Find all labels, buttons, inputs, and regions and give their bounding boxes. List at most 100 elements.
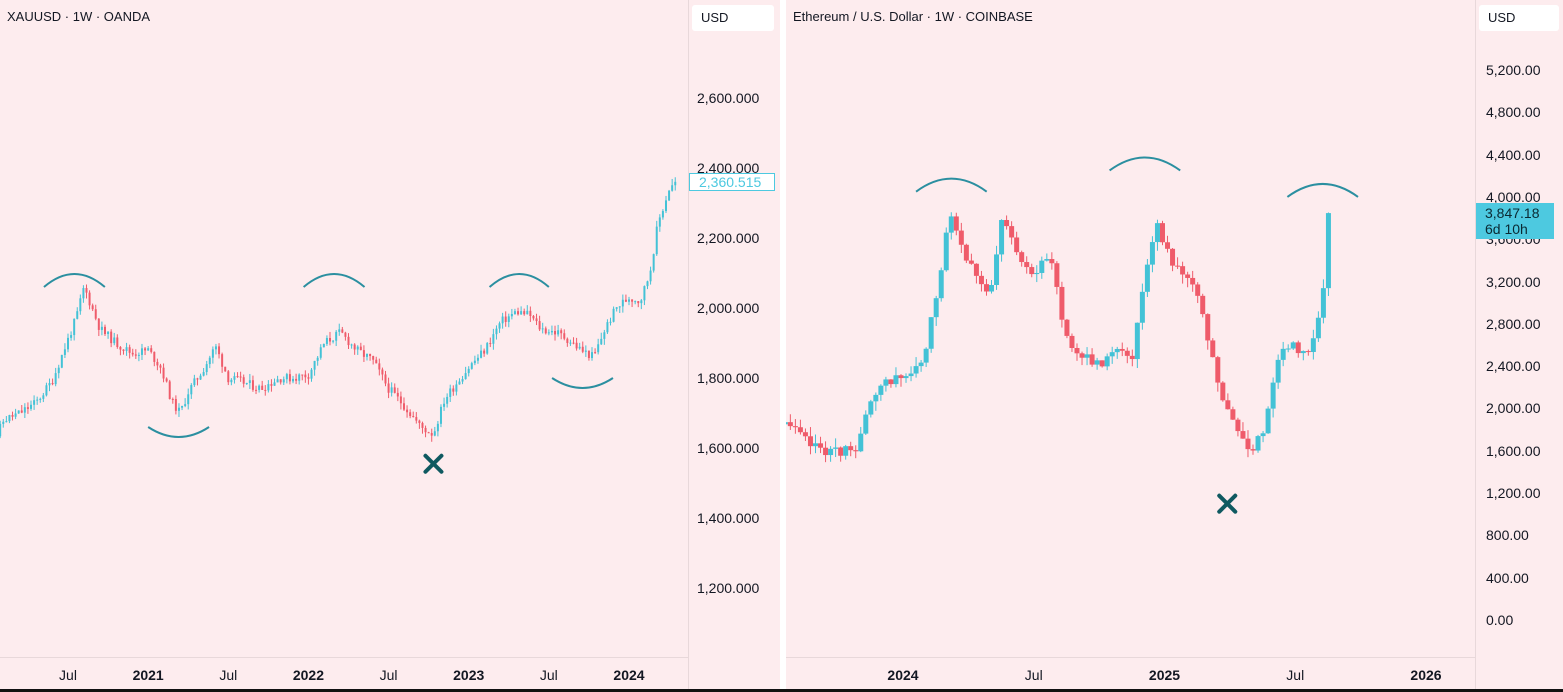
candle-body — [1275, 359, 1281, 383]
candle-body — [384, 374, 387, 384]
candle-body — [1014, 237, 1020, 253]
candle-body — [153, 351, 156, 362]
candle-body — [1290, 342, 1296, 349]
top-arc-annotation — [1108, 156, 1181, 172]
candle-body — [1119, 348, 1125, 351]
candle-body — [1139, 291, 1145, 323]
gold-time-axis[interactable]: Jul 2021 Jul 2022 Jul 2023 Jul 2024 — [0, 657, 688, 692]
candle-body — [557, 330, 560, 335]
candle-body — [888, 379, 894, 385]
candle-body — [205, 364, 208, 373]
x-mark-icon — [423, 453, 444, 474]
candle-body — [131, 352, 134, 355]
candle-body — [171, 398, 174, 400]
gold-plot-area[interactable] — [0, 0, 688, 658]
candle-body — [802, 432, 808, 437]
candle-body — [202, 372, 205, 376]
candle-body — [903, 376, 909, 379]
candle-body — [439, 406, 442, 424]
price-tick-label: 1,200.00 — [1486, 485, 1541, 502]
candle-body — [473, 360, 476, 364]
candle-body — [230, 379, 233, 383]
candle-body — [347, 336, 350, 346]
candle-body — [125, 347, 128, 351]
candle-body — [529, 310, 532, 316]
candle-body — [85, 288, 88, 293]
candle-body — [279, 379, 282, 383]
candle-body — [270, 384, 273, 386]
candle-body — [70, 335, 73, 338]
candle-body — [251, 380, 254, 390]
candle-body — [1225, 400, 1231, 410]
candle-body — [264, 389, 267, 391]
candle-body — [643, 286, 646, 301]
candle-body — [646, 281, 649, 287]
time-tick-label: 2024 — [613, 667, 645, 683]
ethereum-chart-panel[interactable]: Ethereum / U.S. Dollar · 1W · COINBASE U… — [786, 0, 1563, 692]
candle-body — [637, 301, 640, 304]
candle-body — [823, 447, 829, 456]
candle-body — [113, 337, 116, 344]
gold-price-axis[interactable]: USD 2,600.000 2,400.000 2,200.000 2,000.000… — [688, 0, 780, 692]
candle-body — [449, 388, 452, 397]
candle-body — [1089, 354, 1095, 365]
candle-body — [476, 357, 479, 361]
candle-body — [1255, 436, 1261, 451]
gold-chart-panel[interactable]: XAUUSD · 1W · OANDA USD 2,600.000 2,400.0… — [0, 0, 780, 692]
candles-group — [786, 212, 1331, 463]
candle-body — [652, 254, 655, 271]
candle-body — [57, 367, 60, 374]
candle-body — [1004, 220, 1010, 227]
candle-body — [1084, 354, 1090, 358]
candle-body — [150, 348, 153, 352]
candle-body — [8, 415, 11, 422]
candle-body — [1039, 260, 1045, 273]
candle-body — [983, 284, 989, 292]
candle-body — [67, 337, 69, 350]
candle-body — [362, 350, 365, 357]
price-tick-label: 1,600.00 — [1486, 442, 1541, 459]
time-tick-label: 2023 — [453, 667, 485, 683]
panel-divider[interactable] — [780, 0, 786, 692]
ethereum-time-axis[interactable]: 2024 Jul 2025 Jul 2026 — [786, 657, 1475, 692]
candle-body — [51, 383, 54, 385]
ethereum-price-axis[interactable]: USD 5,200.00 4,800.00 4,400.00 4,000.00 3,60… — [1475, 0, 1563, 692]
candle-body — [338, 329, 341, 332]
candle-body — [507, 316, 510, 322]
candle-body — [239, 376, 242, 378]
candle-body — [5, 421, 8, 423]
candle-body — [797, 427, 803, 433]
candle-body — [544, 328, 547, 334]
candle-body — [399, 396, 402, 404]
price-tick-label: 1,800.000 — [697, 370, 760, 386]
candle-body — [640, 300, 643, 304]
candle-body — [994, 254, 1000, 285]
candle-body — [526, 310, 529, 315]
gold-currency-button[interactable]: USD — [692, 5, 774, 31]
candle-body — [606, 322, 609, 333]
candle-body — [563, 333, 566, 339]
candle-body — [282, 379, 285, 383]
candle-body — [1144, 264, 1150, 292]
candle-body — [427, 432, 430, 434]
bar-countdown: 6d 10h — [1485, 221, 1528, 238]
candle-body — [628, 299, 630, 302]
candle-body — [359, 346, 362, 351]
candle-body — [1054, 263, 1060, 287]
candle-body — [523, 311, 526, 315]
candle-body — [547, 332, 550, 334]
candle-body — [119, 347, 122, 350]
candle-body — [144, 348, 147, 351]
candle-body — [615, 307, 618, 309]
candle-body — [908, 373, 914, 377]
candle-body — [393, 387, 396, 393]
candle-body — [838, 447, 844, 456]
candle-body — [1215, 357, 1221, 383]
candle-body — [1024, 262, 1030, 268]
candle-body — [498, 323, 501, 329]
ethereum-currency-button[interactable]: USD — [1479, 5, 1559, 31]
candle-body — [181, 405, 184, 408]
candle-body — [211, 349, 214, 358]
price-tick-label: 2,000.00 — [1486, 400, 1541, 417]
ethereum-plot-area[interactable] — [786, 0, 1475, 658]
